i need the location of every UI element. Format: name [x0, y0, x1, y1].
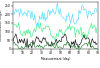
X-axis label: Measurement (day): Measurement (day)	[41, 57, 70, 61]
Y-axis label: Concentration (mg/L): Concentration (mg/L)	[0, 10, 3, 41]
